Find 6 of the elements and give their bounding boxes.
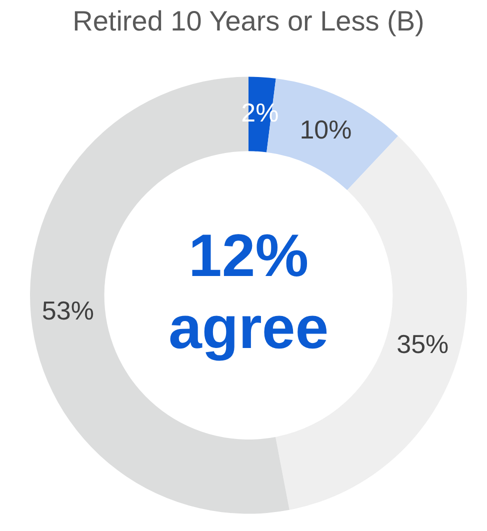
data-label: 53%	[42, 296, 94, 326]
text: agree	[168, 294, 329, 361]
chart-title: Retired 10 Years or Less (B)	[72, 6, 424, 37]
text: 12%	[188, 222, 309, 289]
data-label: 35%	[396, 329, 449, 360]
data-label: 10%	[300, 114, 352, 144]
